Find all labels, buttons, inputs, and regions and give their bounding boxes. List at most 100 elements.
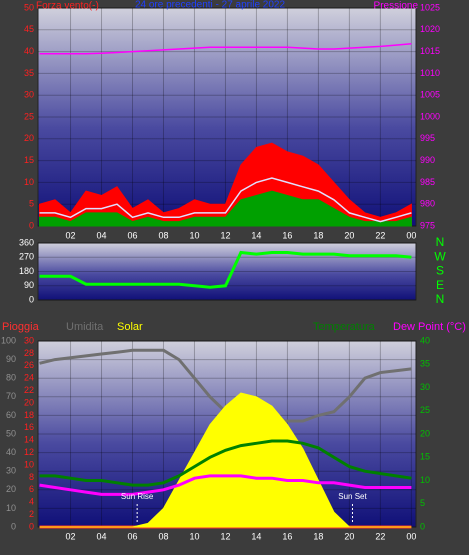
legend-entry: Solar xyxy=(117,321,143,333)
y-tick-label: 5 xyxy=(29,199,34,209)
y3-tick-label: 5 xyxy=(420,498,425,508)
x-tick-label: 14 xyxy=(251,531,261,541)
y3-tick-label: 15 xyxy=(420,452,430,462)
y-tick-label: 90 xyxy=(24,280,34,290)
y2-tick-label: 2 xyxy=(29,509,34,519)
x-tick-label: 16 xyxy=(282,531,292,541)
y-tick-label: 45 xyxy=(24,24,34,34)
y2-tick-label: 995 xyxy=(420,133,435,143)
x-tick-label: 16 xyxy=(282,230,292,240)
x-tick-label: 18 xyxy=(313,531,323,541)
y2-tick-label: N xyxy=(436,292,445,306)
x-tick-label: 02 xyxy=(66,230,76,240)
y2-tick-label: 14 xyxy=(24,435,34,445)
y2-tick-label: 1005 xyxy=(420,90,440,100)
x-tick-label: 18 xyxy=(313,230,323,240)
y2-tick-label: S xyxy=(436,264,444,278)
x-tick-label: 12 xyxy=(220,230,230,240)
y-tick-label: 50 xyxy=(24,2,34,12)
y2-tick-label: 26 xyxy=(24,360,34,370)
y-tick-label: 20 xyxy=(24,133,34,143)
series-area xyxy=(39,190,412,227)
y2-tick-label: 18 xyxy=(24,410,34,420)
series-line xyxy=(39,474,412,496)
y3-tick-label: 40 xyxy=(420,335,430,345)
y2-tick-label: 16 xyxy=(24,422,34,432)
series-line xyxy=(39,177,412,223)
y-tick-label: 60 xyxy=(6,410,16,420)
y3-tick-label: 30 xyxy=(420,382,430,392)
y2-tick-label: 8 xyxy=(29,472,34,482)
y2-tick-label: E xyxy=(436,278,444,292)
y-tick-label: 25 xyxy=(24,111,34,121)
y2-tick-label: 4 xyxy=(29,497,34,507)
x-tick-label: 10 xyxy=(189,230,199,240)
y3-tick-label: 0 xyxy=(420,521,425,531)
y3-tick-label: 25 xyxy=(420,405,430,415)
y-tick-label: 10 xyxy=(6,503,16,513)
y-tick-label: 35 xyxy=(24,68,34,78)
x-tick-label: 20 xyxy=(344,230,354,240)
x-tick-label: 00 xyxy=(406,230,416,240)
y-tick-label: 50 xyxy=(6,428,16,438)
x-tick-label: 22 xyxy=(375,230,385,240)
y2-tick-label: 10 xyxy=(24,459,34,469)
y2-tick-label: 30 xyxy=(24,335,34,345)
y2-tick-label: W xyxy=(434,249,446,263)
x-tick-label: 20 xyxy=(344,531,354,541)
y2-tick-label: 1015 xyxy=(420,46,440,56)
y-tick-label: 360 xyxy=(19,237,34,247)
y2-tick-label: 20 xyxy=(24,397,34,407)
y-tick-label: 30 xyxy=(6,466,16,476)
y3-tick-label: 35 xyxy=(420,359,430,369)
y-tick-label: 40 xyxy=(6,447,16,457)
x-tick-label: 00 xyxy=(406,531,416,541)
x-tick-label: 08 xyxy=(158,531,168,541)
x-tick-label: 10 xyxy=(189,531,199,541)
y3-tick-label: 20 xyxy=(420,428,430,438)
annotation: Sun Set xyxy=(338,492,367,501)
y-tick-label: 0 xyxy=(29,220,34,230)
x-tick-label: 04 xyxy=(97,531,107,541)
legend-entry: Umidita xyxy=(66,321,104,333)
y-axis-label: Forza vento(-) xyxy=(36,1,99,12)
y-tick-label: 0 xyxy=(29,294,34,304)
y-tick-label: 15 xyxy=(24,155,34,165)
y-tick-label: 20 xyxy=(6,484,16,494)
annotation: Sun Rise xyxy=(121,492,154,501)
chart-title: 24 ore precedenti - 27 aprile 2022 xyxy=(135,0,286,11)
x-tick-label: 22 xyxy=(375,531,385,541)
series-area xyxy=(39,392,412,528)
y2-tick-label: 1000 xyxy=(420,111,440,121)
legend-entry: Temperatura xyxy=(313,321,376,333)
y-tick-label: 30 xyxy=(24,90,34,100)
plot-area xyxy=(37,242,417,301)
y2-tick-label: 985 xyxy=(420,177,435,187)
y2-axis-label: Pressione xyxy=(374,1,419,12)
y2-tick-label: 980 xyxy=(420,199,435,209)
legend-entry: Dew Point (°C) xyxy=(393,321,466,333)
y-tick-label: 0 xyxy=(11,521,16,531)
y-tick-label: 10 xyxy=(24,177,34,187)
x-tick-label: 02 xyxy=(66,531,76,541)
y-tick-label: 180 xyxy=(19,266,34,276)
y2-tick-label: 990 xyxy=(420,155,435,165)
y2-tick-label: 0 xyxy=(29,521,34,531)
y2-tick-label: 975 xyxy=(420,220,435,230)
y2-tick-label: 1010 xyxy=(420,68,440,78)
y-tick-label: 80 xyxy=(6,373,16,383)
y-tick-label: 40 xyxy=(24,46,34,56)
legend-entry: Pioggia xyxy=(2,321,40,333)
x-tick-label: 04 xyxy=(97,230,107,240)
y-tick-label: 70 xyxy=(6,391,16,401)
series-line xyxy=(39,43,412,55)
y2-tick-label: 22 xyxy=(24,385,34,395)
y2-tick-label: 1020 xyxy=(420,24,440,34)
x-tick-label: 06 xyxy=(127,531,137,541)
y-tick-label: 100 xyxy=(1,335,16,345)
y-tick-label: 270 xyxy=(19,252,34,262)
y3-tick-label: 10 xyxy=(420,475,430,485)
plot-area xyxy=(37,7,417,227)
y2-tick-label: 6 xyxy=(29,484,34,494)
